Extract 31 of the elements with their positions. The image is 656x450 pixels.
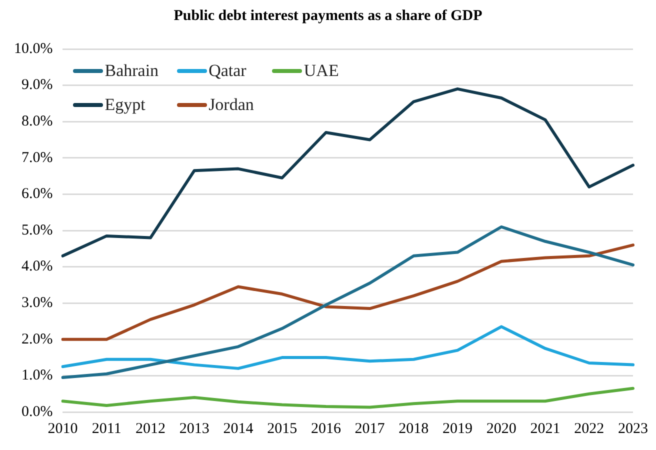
y-tick-label: 7.0% <box>21 150 53 166</box>
x-tick-label: 2017 <box>354 420 386 437</box>
y-tick-label: 1.0% <box>21 368 53 384</box>
x-tick-label: 2015 <box>267 420 298 437</box>
y-tick-label: 10.0% <box>14 40 53 57</box>
x-tick-label: 2016 <box>310 420 342 437</box>
x-tick-label: 2020 <box>486 420 516 437</box>
x-tick-label: 2022 <box>574 420 604 437</box>
y-tick-label: 3.0% <box>21 295 53 312</box>
y-tick-label: 6.0% <box>21 186 53 202</box>
x-tick-label: 2011 <box>92 420 122 437</box>
y-tick-label: 2.0% <box>21 331 53 348</box>
y-tick-label: 9.0% <box>21 77 53 94</box>
legend-label: Qatar <box>208 61 246 81</box>
y-tick-label: 0.0% <box>21 404 53 420</box>
x-tick-label: 2019 <box>442 420 473 437</box>
y-tick-label: 5.0% <box>21 222 53 238</box>
y-tick-label: 8.0% <box>21 114 53 130</box>
x-tick-label: 2023 <box>618 420 648 437</box>
x-tick-label: 2010 <box>48 420 78 437</box>
x-tick-label: 2021 <box>530 420 560 437</box>
x-tick-label: 2012 <box>135 420 166 437</box>
legend-label: Egypt <box>104 95 146 115</box>
chart-title: Public debt interest payments as a share of GDP <box>172 8 484 25</box>
y-tick-label: 4.0% <box>21 258 53 275</box>
legend-label: Jordan <box>208 95 254 115</box>
x-tick-label: 2014 <box>223 420 254 437</box>
legend-label: Bahrain <box>104 61 159 81</box>
x-tick-label: 2013 <box>179 420 210 437</box>
legend-label: UAE <box>304 61 339 81</box>
x-tick-label: 2018 <box>398 420 429 437</box>
